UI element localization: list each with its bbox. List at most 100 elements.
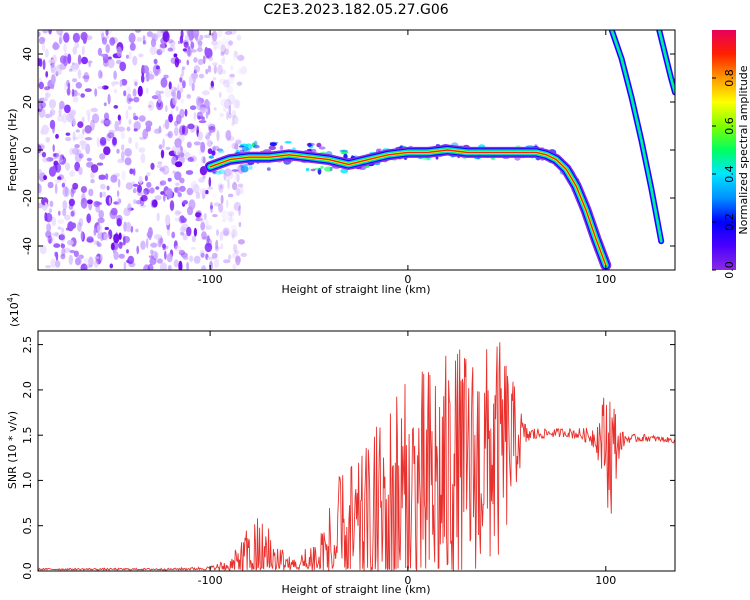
noise-blob	[151, 199, 158, 208]
noise-blob	[100, 71, 103, 79]
noise-blob	[47, 181, 54, 189]
noise-blob	[51, 236, 56, 247]
noise-blob	[111, 81, 116, 87]
noise-blob	[197, 115, 201, 120]
noise-blob	[42, 30, 49, 34]
noise-blob	[82, 75, 90, 80]
noise-blob	[206, 235, 210, 243]
main_ridge-layer	[209, 149, 607, 266]
noise-blob	[113, 70, 117, 80]
noise-blob	[169, 40, 176, 47]
noise-blob	[228, 136, 235, 142]
noise-blob	[42, 43, 46, 52]
noise-blob	[146, 238, 149, 249]
noise-blob	[212, 77, 217, 81]
noise-blob	[159, 43, 167, 49]
noise-blob	[202, 175, 206, 180]
ridge-blob	[268, 145, 276, 151]
noise-blob	[231, 234, 235, 240]
noise-blob	[205, 100, 211, 108]
noise-blob	[44, 86, 51, 91]
noise-blob	[198, 73, 205, 79]
y-tick-label: 0.5	[21, 517, 34, 535]
noise-blob	[192, 183, 200, 194]
noise-blob	[59, 106, 62, 109]
noise-blob	[109, 263, 114, 269]
noise-blob	[46, 223, 52, 232]
noise-blob	[205, 134, 210, 140]
noise-blob	[209, 86, 215, 91]
noise-blob	[82, 35, 87, 44]
noise-blob	[105, 30, 109, 36]
noise-blob	[199, 34, 204, 41]
noise-blob	[99, 183, 106, 190]
noise-blob	[134, 81, 138, 87]
noise-blob	[213, 192, 217, 200]
right_ridge_2-layer	[658, 30, 675, 94]
noise-blob	[48, 238, 52, 244]
noise-blob	[229, 73, 235, 78]
noise-blob	[237, 54, 245, 62]
noise-blob	[232, 114, 236, 123]
noise-blob	[152, 64, 161, 75]
noise-blob	[125, 182, 134, 190]
noise-blob	[205, 68, 209, 75]
noise-blob	[137, 184, 142, 193]
ridge-blob	[241, 146, 249, 152]
noise-blob	[117, 126, 126, 132]
noise-blob	[236, 173, 240, 183]
noise-blob	[197, 131, 203, 141]
noise-blob	[129, 168, 134, 175]
noise-blob	[75, 129, 80, 133]
noise-blob	[125, 94, 130, 104]
noise-blob	[121, 144, 125, 151]
noise-blob	[226, 111, 229, 121]
noise-blob	[215, 152, 219, 159]
noise-blob	[140, 194, 148, 202]
noise-blob	[96, 137, 100, 148]
snr-scale-exp: 4	[6, 297, 15, 302]
noise-blob	[222, 56, 226, 61]
noise-blob	[137, 85, 143, 97]
noise-blob	[40, 101, 46, 109]
noise-blob	[58, 107, 62, 117]
noise-blob	[195, 217, 203, 222]
noise-blob	[72, 147, 79, 155]
noise-blob	[199, 187, 207, 195]
noise-blob	[148, 73, 155, 80]
noise-blob	[153, 234, 162, 240]
noise-blob	[179, 177, 185, 184]
noise-blob	[213, 107, 217, 111]
noise-blob	[83, 72, 90, 83]
noise-blob	[161, 30, 165, 34]
noise-blob	[118, 241, 123, 249]
noise-blob	[228, 112, 232, 119]
noise-blob	[103, 146, 111, 156]
noise-blob	[229, 213, 233, 222]
noise-blob	[78, 153, 84, 159]
ridge-blob	[211, 150, 216, 156]
noise-blob	[144, 175, 148, 182]
y-tick-label: 0.0	[21, 562, 34, 580]
noise-blob	[45, 92, 51, 98]
noise-blob	[193, 255, 201, 264]
noise-blob	[117, 197, 121, 206]
noise-blob	[160, 236, 163, 245]
noise-blob	[128, 137, 133, 144]
noise-blob	[72, 182, 79, 190]
noise-blob	[203, 213, 207, 220]
noise-blob	[149, 187, 155, 194]
noise-blob	[71, 222, 77, 229]
noise-blob	[72, 96, 79, 103]
noise-blob	[77, 54, 82, 65]
noise-blob	[102, 59, 110, 67]
noise-blob	[126, 249, 129, 254]
noise-blob	[167, 177, 172, 182]
noise-blob	[86, 236, 94, 243]
noise-blob	[57, 226, 62, 230]
noise-blob	[101, 231, 108, 241]
noise-blob	[104, 119, 112, 126]
noise-blob	[120, 78, 128, 86]
noise-blob	[220, 98, 228, 107]
noise-blob	[157, 93, 162, 104]
